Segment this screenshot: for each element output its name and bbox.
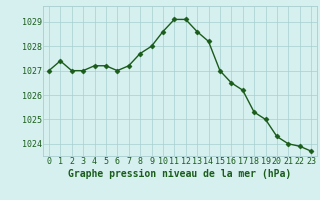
X-axis label: Graphe pression niveau de la mer (hPa): Graphe pression niveau de la mer (hPa): [68, 169, 292, 179]
